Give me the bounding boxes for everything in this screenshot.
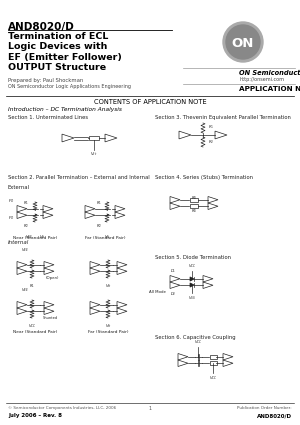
Text: Section 6. Capacitive Coupling: Section 6. Capacitive Coupling	[155, 335, 236, 340]
Text: $R_2$: $R_2$	[96, 222, 102, 230]
Text: $F_O$: $F_O$	[8, 197, 14, 204]
Polygon shape	[190, 277, 194, 281]
Text: $R_L$: $R_L$	[29, 282, 35, 289]
Text: Near (Standard Pair): Near (Standard Pair)	[13, 236, 57, 240]
Text: $V_{CC}$: $V_{CC}$	[194, 338, 202, 346]
Bar	[209, 361, 217, 365]
Text: $V_{tt}$: $V_{tt}$	[90, 150, 98, 158]
Text: APPLICATION NOTE: APPLICATION NOTE	[239, 86, 300, 92]
Text: ON Semiconductor Logic Applications Engineering: ON Semiconductor Logic Applications Engi…	[8, 84, 131, 89]
Bar	[89, 136, 99, 140]
Text: $R_1$: $R_1$	[23, 199, 29, 207]
Bar	[209, 355, 217, 359]
Text: $V_{EE}$: $V_{EE}$	[21, 246, 29, 254]
Text: July 2006 – Rev. 8: July 2006 – Rev. 8	[8, 413, 62, 418]
Text: $V_{SS}$: $V_{SS}$	[188, 294, 196, 302]
Text: 1: 1	[148, 406, 152, 411]
Text: Internal: Internal	[8, 240, 29, 245]
Text: $D_2$: $D_2$	[170, 290, 176, 298]
Text: Termination of ECL
Logic Devices with
EF (Emitter Follower)
OUTPUT Structure: Termination of ECL Logic Devices with EF…	[8, 32, 122, 72]
Text: Section 2. Parallel Termination – External and Internal: Section 2. Parallel Termination – Extern…	[8, 175, 150, 180]
Text: AND8020/D: AND8020/D	[257, 413, 292, 418]
Text: $V_{tt}$: $V_{tt}$	[103, 233, 110, 241]
Text: CONTENTS OF APPLICATION NOTE: CONTENTS OF APPLICATION NOTE	[94, 99, 206, 105]
Text: ON: ON	[232, 37, 254, 49]
Text: Section 1. Unterminated Lines: Section 1. Unterminated Lines	[8, 115, 88, 120]
Text: $F_O$: $F_O$	[8, 214, 14, 221]
Text: $D_1$: $D_1$	[170, 267, 176, 275]
Text: $R_1$: $R_1$	[96, 199, 102, 207]
Text: $R_1$: $R_1$	[208, 123, 214, 131]
Text: Publication Order Number:: Publication Order Number:	[237, 406, 292, 410]
Text: $V_{CC}$: $V_{CC}$	[28, 322, 36, 330]
Text: Section 3. Thevenin Equivalent Parallel Termination: Section 3. Thevenin Equivalent Parallel …	[155, 115, 291, 120]
Bar	[190, 198, 198, 202]
Text: $V_{tt}$: $V_{tt}$	[39, 233, 45, 241]
Text: $R_2$: $R_2$	[23, 222, 29, 230]
Text: $R_S$: $R_S$	[191, 194, 197, 201]
Text: $V_{CC}$: $V_{CC}$	[209, 374, 217, 382]
Text: $V_{EE}$: $V_{EE}$	[25, 233, 33, 241]
Text: Shunted: Shunted	[42, 316, 58, 320]
Circle shape	[226, 25, 260, 59]
Text: Prepared by: Paul Shockman: Prepared by: Paul Shockman	[8, 78, 83, 83]
Text: Introduction – DC Termination Analysis: Introduction – DC Termination Analysis	[8, 107, 122, 112]
Text: AND8020/D: AND8020/D	[8, 22, 75, 32]
Text: ON Semiconductor®: ON Semiconductor®	[239, 70, 300, 76]
Text: All Mode: All Mode	[148, 290, 165, 294]
Text: Section 4. Series (Stubs) Termination: Section 4. Series (Stubs) Termination	[155, 175, 253, 180]
Text: $R_S$: $R_S$	[191, 207, 197, 215]
Text: $V_{tt}$: $V_{tt}$	[105, 282, 111, 289]
Text: Section 5. Diode Termination: Section 5. Diode Termination	[155, 255, 231, 260]
Bar	[190, 204, 198, 208]
Text: $V_{CC}$: $V_{CC}$	[188, 262, 196, 270]
Text: Near (Standard Pair): Near (Standard Pair)	[13, 330, 57, 334]
Text: External: External	[8, 185, 30, 190]
Polygon shape	[190, 283, 194, 287]
Text: $V_{EE}$: $V_{EE}$	[21, 286, 29, 294]
Circle shape	[223, 22, 263, 62]
Text: (Open): (Open)	[45, 276, 59, 280]
Text: Far (Standard Pair): Far (Standard Pair)	[85, 236, 125, 240]
Text: $R_2$: $R_2$	[208, 138, 214, 146]
Text: http://onsemi.com: http://onsemi.com	[239, 77, 284, 82]
Text: $V_{tt}$: $V_{tt}$	[105, 322, 111, 330]
Text: © Semiconductor Components Industries, LLC, 2006: © Semiconductor Components Industries, L…	[8, 406, 116, 410]
Text: Far (Standard Pair): Far (Standard Pair)	[88, 330, 128, 334]
